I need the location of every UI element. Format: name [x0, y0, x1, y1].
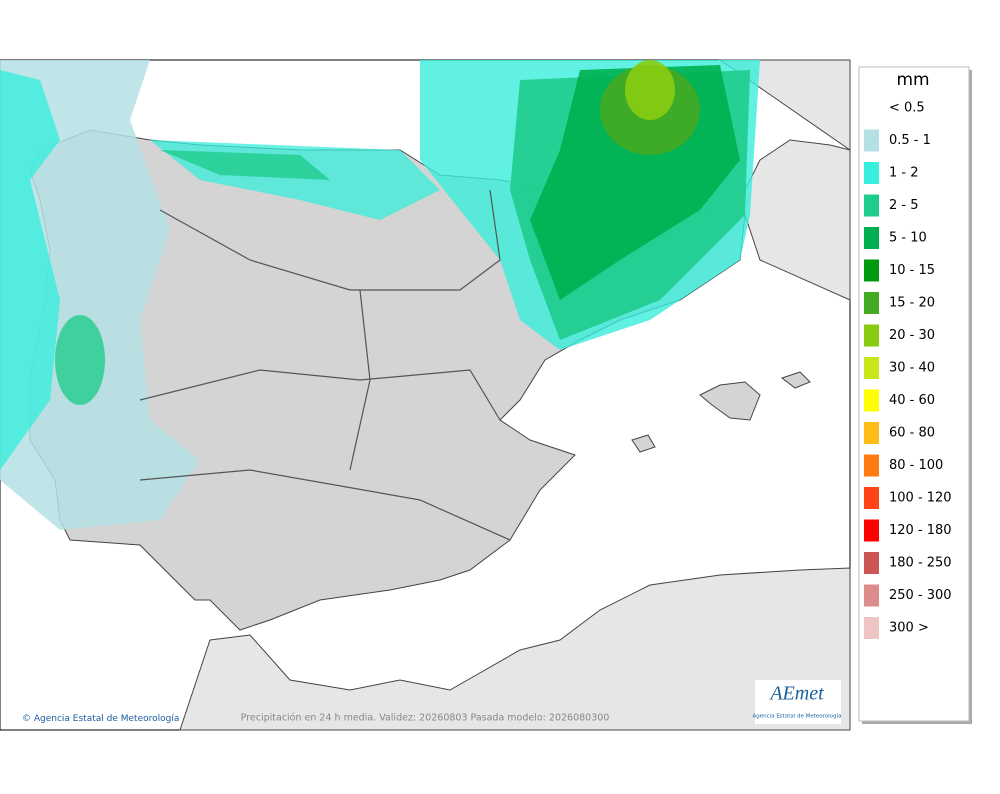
- rain-area: [625, 60, 675, 120]
- rain-area: [0, 60, 200, 530]
- legend-label: < 0.5: [889, 101, 925, 116]
- legend-swatch: [864, 227, 879, 249]
- map-caption: Precipitación en 24 h media. Validez: 20…: [241, 713, 610, 724]
- rain-area: [0, 70, 60, 470]
- legend-label: 1 - 2: [889, 166, 919, 181]
- logo-subtitle: Agencia Estatal de Meteorología: [753, 713, 842, 720]
- legend: < 0.5 0.5 - 1 1 - 2 2 - 5 5 - 10 10 - 15 15 - …: [864, 97, 952, 639]
- legend-label: 0.5 - 1: [889, 133, 931, 148]
- legend-label: 2 - 5: [889, 198, 919, 213]
- rain-area: [160, 150, 330, 180]
- legend-label: 5 - 10: [889, 231, 927, 246]
- legend-label: 300 >: [889, 621, 929, 636]
- agency-credit: © Agencia Estatal de Meteorología: [22, 714, 179, 724]
- legend-label: 100 - 120: [889, 491, 952, 506]
- legend-swatch: [864, 422, 879, 444]
- legend-swatch: [864, 357, 879, 379]
- legend-label: 10 - 15: [889, 263, 935, 278]
- legend-swatch: [864, 292, 879, 314]
- legend-title: mm: [896, 70, 929, 90]
- legend-swatch: [864, 324, 879, 347]
- region-borders: [139, 189, 511, 541]
- legend-swatch: [864, 617, 879, 639]
- legend-label: 15 - 20: [889, 296, 935, 311]
- logo-name: AEmet: [768, 683, 824, 705]
- legend-swatch: [864, 194, 879, 217]
- legend-swatch: [864, 584, 879, 607]
- legend-label: 40 - 60: [889, 393, 935, 408]
- legend-label: 60 - 80: [889, 426, 935, 441]
- legend-swatch: [864, 519, 879, 542]
- legend-swatch: [864, 389, 879, 412]
- rain-area: [55, 315, 105, 405]
- legend-swatch: [864, 129, 879, 152]
- precipitation: [0, 60, 760, 530]
- legend-label: 20 - 30: [889, 328, 935, 343]
- legend-label: 80 - 100: [889, 458, 943, 473]
- legend-label: 120 - 180: [889, 523, 952, 538]
- mallorca: [699, 381, 761, 421]
- legend-label: 180 - 250: [889, 556, 952, 571]
- legend-swatch: [864, 487, 879, 509]
- legend-swatch: [864, 162, 879, 184]
- menorca: [780, 371, 811, 389]
- legend-swatch: [864, 259, 879, 282]
- legend-swatch: [864, 552, 879, 574]
- legend-swatch: [864, 454, 879, 477]
- legend-label: 30 - 40: [889, 361, 935, 376]
- ibiza: [631, 434, 656, 453]
- legend-swatch: [864, 97, 879, 119]
- north-africa: [179, 567, 851, 731]
- logo-box: [755, 680, 841, 724]
- legend-label: 250 - 300: [889, 588, 952, 603]
